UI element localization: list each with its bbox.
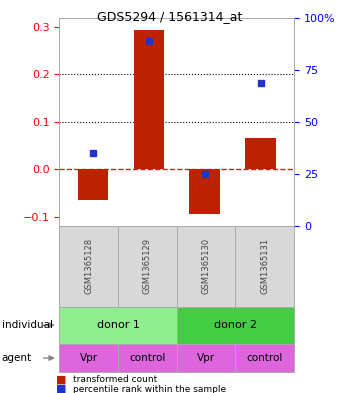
- Text: Vpr: Vpr: [197, 353, 215, 363]
- Text: individual: individual: [2, 320, 53, 330]
- Bar: [134, 29, 164, 169]
- Text: GSM1365130: GSM1365130: [202, 238, 210, 294]
- Text: percentile rank within the sample: percentile rank within the sample: [73, 385, 226, 393]
- Text: donor 1: donor 1: [97, 320, 140, 330]
- Text: agent: agent: [2, 353, 32, 363]
- Text: ■: ■: [56, 374, 67, 384]
- Text: Vpr: Vpr: [80, 353, 98, 363]
- Text: transformed count: transformed count: [73, 375, 157, 384]
- Bar: [78, 169, 108, 200]
- Text: GDS5294 / 1561314_at: GDS5294 / 1561314_at: [97, 10, 243, 23]
- Text: donor 2: donor 2: [214, 320, 257, 330]
- Text: control: control: [129, 353, 166, 363]
- Bar: [245, 138, 276, 169]
- Text: control: control: [246, 353, 283, 363]
- Bar: [189, 169, 220, 214]
- Text: ■: ■: [56, 384, 67, 393]
- Text: GSM1365129: GSM1365129: [143, 238, 152, 294]
- Text: GSM1365131: GSM1365131: [260, 238, 269, 294]
- Text: GSM1365128: GSM1365128: [84, 238, 93, 294]
